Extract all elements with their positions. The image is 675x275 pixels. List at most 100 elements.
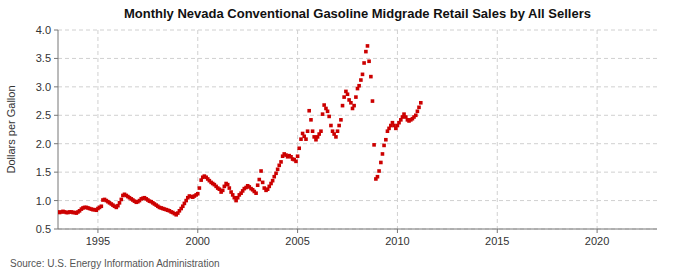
point: [362, 61, 366, 65]
point: [221, 189, 225, 193]
point: [319, 129, 323, 133]
point: [119, 198, 123, 202]
point: [329, 124, 333, 128]
tick: [54, 229, 58, 230]
point: [377, 169, 381, 173]
point: [277, 164, 281, 168]
point: [118, 201, 122, 205]
point: [294, 160, 298, 164]
point: [334, 135, 338, 139]
point: [346, 92, 350, 96]
point: [354, 95, 358, 99]
point: [297, 146, 301, 150]
tick: [297, 229, 298, 233]
point: [226, 183, 230, 187]
point: [352, 104, 356, 108]
annotation: Source: U.S. Energy Information Administ…: [10, 258, 220, 269]
tick-label: 1.0: [36, 195, 51, 207]
tick-label: 3.5: [36, 52, 51, 64]
point: [228, 186, 232, 190]
tick: [54, 86, 58, 87]
tick-label: 2.5: [36, 109, 51, 121]
tick: [497, 229, 498, 233]
tick: [97, 229, 98, 233]
point: [337, 124, 341, 128]
tick-label: 2005: [285, 235, 309, 247]
tick-label: 0.5: [36, 223, 51, 235]
y-axis-label: Dollars per Gallon: [5, 85, 17, 173]
axes: 0.51.01.52.02.53.03.54.01995200020052010…: [36, 24, 657, 247]
point: [379, 161, 383, 165]
point: [279, 160, 283, 164]
point: [339, 118, 343, 122]
point: [336, 129, 340, 133]
grid-line: [197, 30, 198, 229]
grid-line: [58, 30, 657, 31]
tick-label: 2000: [186, 235, 210, 247]
point: [364, 50, 368, 54]
tick: [54, 172, 58, 173]
point: [384, 138, 388, 142]
x-axis-line: [58, 229, 657, 230]
point: [414, 113, 418, 117]
point: [357, 84, 361, 88]
tick: [597, 229, 598, 233]
point: [254, 191, 258, 195]
point: [299, 137, 303, 141]
tick-label: 2015: [485, 235, 509, 247]
chart: 0.51.01.52.02.53.03.54.01995200020052010…: [0, 0, 675, 275]
point: [341, 104, 345, 108]
point: [322, 103, 326, 107]
point: [366, 44, 370, 48]
y-axis-line: [58, 30, 59, 229]
tick-label: 2010: [385, 235, 409, 247]
point: [361, 73, 365, 77]
point: [309, 118, 313, 122]
point: [274, 171, 278, 175]
grid-line: [597, 30, 598, 229]
grid-line: [58, 143, 657, 144]
point: [257, 178, 261, 182]
point: [382, 144, 386, 148]
point: [306, 129, 310, 133]
point: [342, 95, 346, 99]
point: [304, 137, 308, 141]
grid-line: [58, 115, 657, 116]
point: [271, 179, 275, 183]
point: [296, 154, 300, 158]
grid: [58, 30, 657, 229]
tick-label: 2.0: [36, 138, 51, 150]
point: [369, 75, 373, 79]
grid-line: [297, 30, 298, 229]
point: [276, 168, 280, 172]
point: [416, 110, 420, 114]
point: [259, 169, 263, 173]
tick-label: 1.5: [36, 166, 51, 178]
tick-label: 3.0: [36, 81, 51, 93]
tick-label: 2020: [585, 235, 609, 247]
tick: [54, 200, 58, 201]
tick: [54, 58, 58, 59]
tick: [54, 30, 58, 31]
tick: [54, 115, 58, 116]
point: [367, 59, 371, 63]
point: [381, 152, 385, 156]
point: [372, 143, 376, 147]
point: [326, 110, 330, 114]
title: Monthly Nevada Conventional Gasoline Mid…: [124, 6, 591, 21]
point: [376, 175, 380, 179]
tick: [197, 229, 198, 233]
grid-line: [97, 30, 98, 229]
tick: [54, 143, 58, 144]
point: [100, 204, 104, 208]
points: [58, 44, 423, 216]
tick-label: 4.0: [36, 24, 51, 36]
point: [198, 186, 202, 190]
grid-line: [497, 30, 498, 229]
point: [419, 101, 423, 105]
point: [371, 99, 375, 103]
point: [327, 115, 331, 119]
point: [359, 78, 363, 82]
point: [307, 109, 311, 113]
grid-line: [58, 229, 657, 230]
